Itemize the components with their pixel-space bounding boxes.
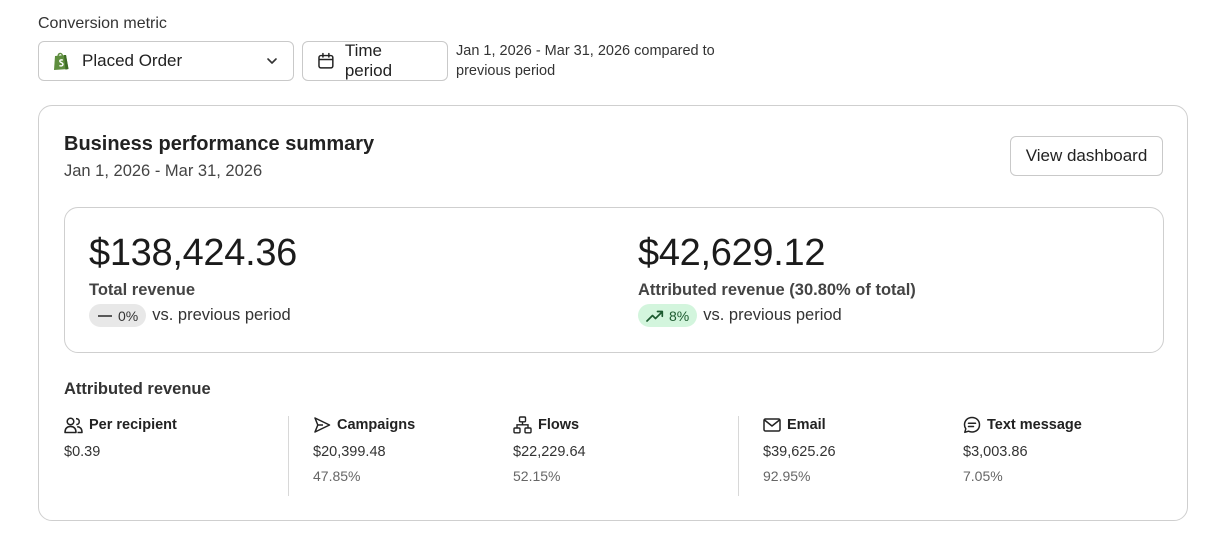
card-date-range: Jan 1, 2026 - Mar 31, 2026 — [64, 162, 263, 180]
stat-per-recipient: Per recipient $0.39 — [64, 416, 177, 496]
stat-value: $39,625.26 — [763, 444, 836, 460]
attributed-revenue-change-badge: 8% — [638, 304, 698, 327]
view-dashboard-button[interactable]: View dashboard — [1010, 136, 1163, 176]
users-icon — [64, 417, 83, 434]
conversion-metric-label: Conversion metric — [38, 15, 167, 32]
stat-divider — [288, 416, 289, 496]
mail-icon — [763, 418, 781, 432]
card-title: Business performance summary — [64, 133, 375, 155]
stat-percent: 47.85% — [313, 468, 361, 484]
conversion-metric-select[interactable]: Placed Order — [38, 41, 294, 81]
total-revenue-change: 0% — [118, 307, 139, 324]
attributed-revenue-title: Attributed revenue — [64, 380, 211, 398]
stat-value: $0.39 — [64, 444, 101, 460]
attributed-revenue-amount: $42,629.12 — [638, 232, 826, 274]
time-period-label: Time period — [344, 41, 393, 80]
calendar-icon — [318, 52, 334, 69]
dash-icon — [98, 314, 112, 317]
total-revenue-compare: vs. previous period — [152, 306, 291, 324]
stat-percent: 92.95% — [763, 468, 811, 484]
stat-divider — [738, 416, 739, 496]
stat-value: $20,399.48 — [313, 444, 386, 460]
attributed-revenue-change: 8% — [669, 307, 690, 324]
revenue-totals-panel: $138,424.36 Total revenue 0% vs. previou… — [64, 207, 1164, 353]
stat-email: Email $39,625.26 92.95% — [763, 416, 836, 496]
time-period-button[interactable]: Time period — [302, 41, 448, 81]
attributed-revenue-block: $42,629.12 Attributed revenue (30.80% of… — [638, 232, 916, 327]
stat-percent: 52.15% — [513, 468, 561, 484]
flow-icon — [513, 416, 532, 434]
stat-value: $3,003.86 — [963, 444, 1028, 460]
stat-value: $22,229.64 — [513, 444, 586, 460]
chat-icon — [963, 416, 981, 434]
stat-label: Text message — [987, 417, 1082, 433]
stat-percent: 7.05% — [963, 468, 1003, 484]
period-comparison-note: Jan 1, 2026 - Mar 31, 2026 compared to p… — [456, 43, 715, 79]
attributed-revenue-label: Attributed revenue (30.80% of total) — [638, 281, 916, 299]
send-icon — [314, 417, 331, 433]
total-revenue-amount: $138,424.36 — [89, 232, 298, 274]
conversion-metric-value: Placed Order — [82, 51, 183, 70]
shopify-bag-icon — [54, 52, 69, 70]
stat-label: Campaigns — [337, 417, 416, 433]
stat-label: Email — [787, 417, 826, 433]
stat-label: Flows — [538, 417, 580, 433]
attributed-revenue-stats: Per recipient $0.39 Campaigns $20,399.48… — [64, 416, 1164, 496]
total-revenue-change-badge: 0% — [89, 304, 147, 327]
trend-up-icon — [646, 310, 664, 322]
chevron-down-icon — [267, 58, 277, 64]
stat-text-message: Text message $3,003.86 7.05% — [963, 416, 1082, 496]
stat-label: Per recipient — [89, 417, 177, 433]
stat-campaigns: Campaigns $20,399.48 47.85% — [313, 416, 415, 496]
total-revenue-label: Total revenue — [89, 281, 196, 299]
business-performance-card: Business performance summary Jan 1, 2026… — [38, 105, 1188, 521]
total-revenue-block: $138,424.36 Total revenue 0% vs. previou… — [89, 232, 297, 327]
attributed-revenue-compare: vs. previous period — [703, 306, 842, 324]
stat-flows: Flows $22,229.64 52.15% — [513, 416, 586, 496]
